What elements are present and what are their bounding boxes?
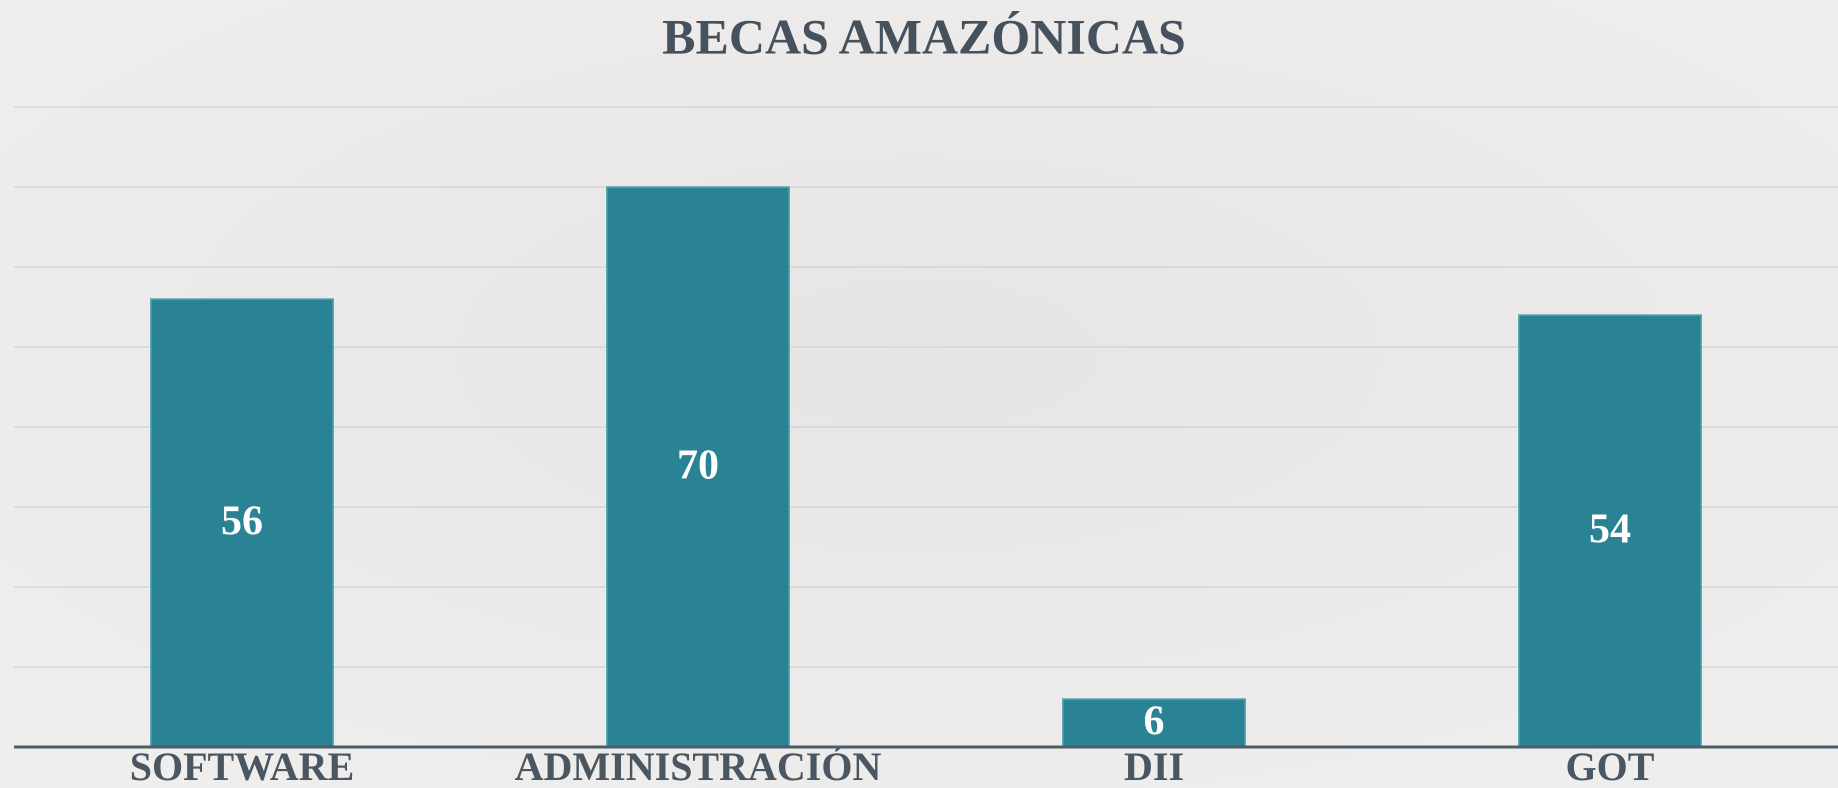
bar (606, 186, 790, 748)
bar (150, 298, 334, 748)
data-label: 70 (677, 443, 719, 489)
bar (1062, 698, 1246, 748)
x-tick-label: ADMINISTRACIÓN (515, 744, 882, 788)
x-tick-label: GOT (1566, 744, 1655, 788)
data-label: 54 (1589, 507, 1631, 553)
data-label: 56 (221, 499, 263, 545)
x-tick-label: DII (1124, 744, 1184, 788)
bar (1518, 314, 1702, 748)
chart-title: BECAS AMAZÓNICAS (662, 8, 1186, 64)
data-label: 6 (1144, 699, 1165, 745)
x-tick-label: SOFTWARE (130, 744, 355, 788)
